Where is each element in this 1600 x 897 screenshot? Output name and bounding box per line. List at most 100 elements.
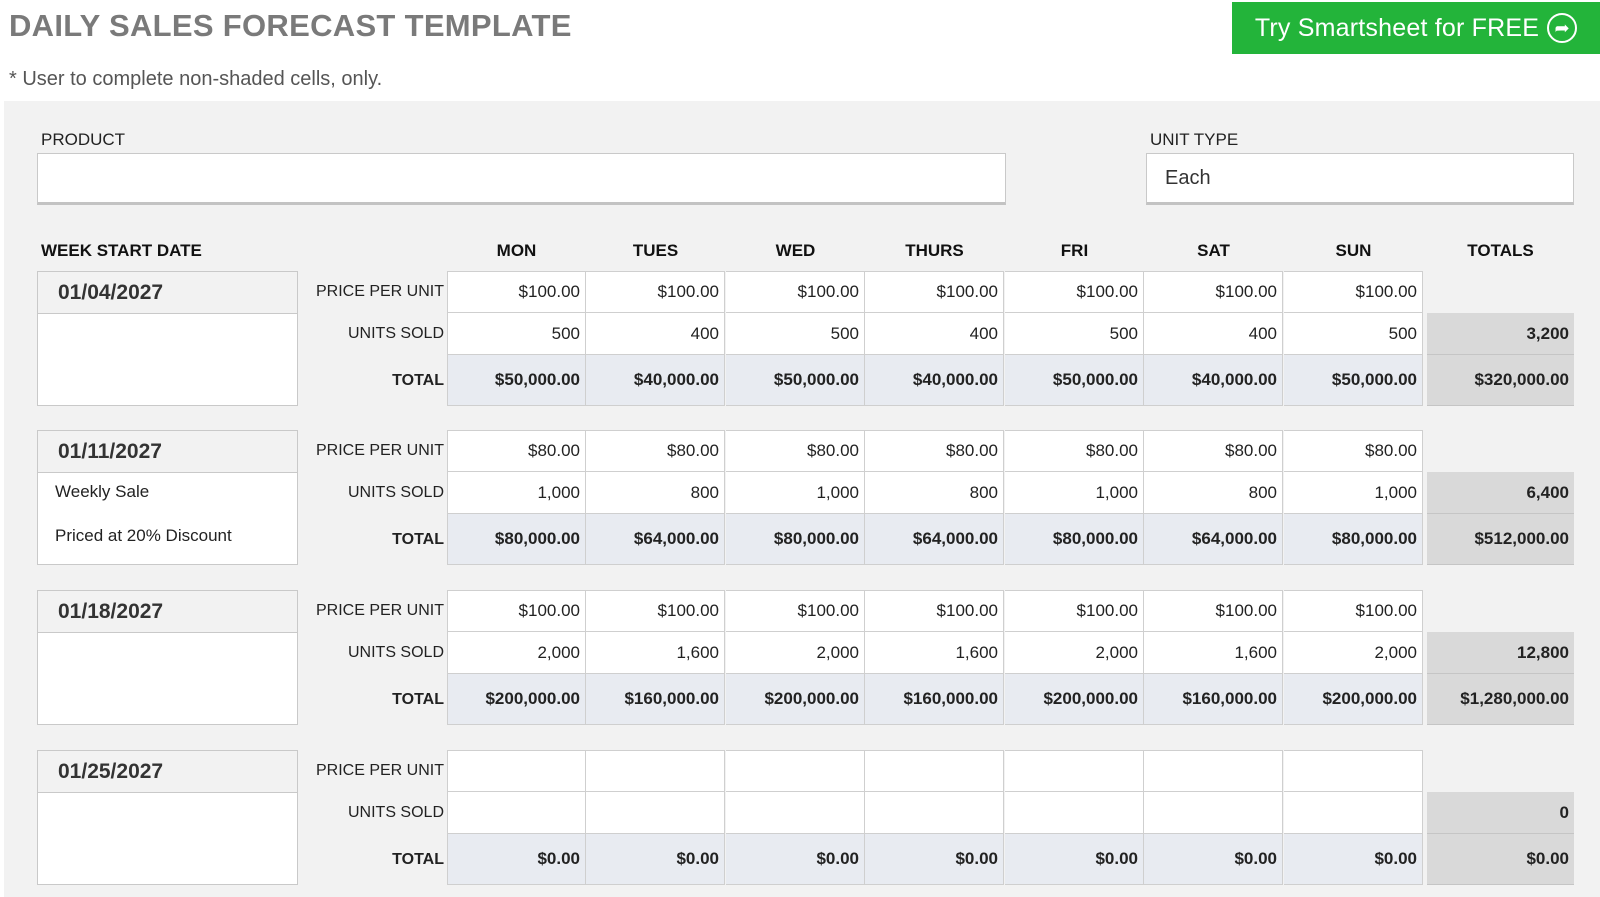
daily-total-cell: $40,000.00: [1144, 355, 1283, 406]
daily-total-cell: $0.00: [726, 834, 865, 885]
row-label-price: PRICE PER UNIT: [315, 762, 444, 779]
daily-total-cell: $50,000.00: [447, 355, 586, 406]
units-sold-input[interactable]: [726, 792, 865, 834]
units-sold-total: 3,200: [1427, 313, 1574, 355]
daily-total-cell: $64,000.00: [586, 514, 725, 565]
daily-total-cell: $200,000.00: [726, 674, 865, 725]
price-per-unit-input[interactable]: [1005, 750, 1144, 792]
week-start-date: 01/25/2027: [38, 751, 297, 793]
price-per-unit-input[interactable]: [1284, 750, 1423, 792]
daily-total-cell: $0.00: [1284, 834, 1423, 885]
week-note-line: Priced at 20% Discount: [55, 526, 232, 545]
price-per-unit-input[interactable]: $100.00: [865, 590, 1004, 632]
units-sold-input[interactable]: 1,000: [1005, 472, 1144, 514]
weekly-grand-total: $320,000.00: [1427, 355, 1574, 406]
week-start-header: WEEK START DATE: [41, 241, 202, 260]
price-per-unit-input[interactable]: $100.00: [586, 590, 725, 632]
row-label-total: TOTAL: [392, 530, 444, 548]
totals-header: TOTALS: [1467, 241, 1534, 260]
instructions-note: * User to complete non-shaded cells, onl…: [9, 68, 383, 90]
price-per-unit-input[interactable]: $100.00: [726, 590, 865, 632]
daily-total-cell: $80,000.00: [726, 514, 865, 565]
units-sold-input[interactable]: 500: [447, 313, 586, 355]
arrow-circle-icon: ➦: [1547, 13, 1578, 43]
price-per-unit-input[interactable]: $80.00: [726, 430, 865, 472]
price-per-unit-input[interactable]: $100.00: [1005, 590, 1144, 632]
units-sold-input[interactable]: 1,600: [865, 632, 1004, 674]
row-label-price: PRICE PER UNIT: [315, 602, 444, 619]
unit-type-input[interactable]: Each: [1146, 153, 1574, 205]
units-sold-input[interactable]: 1,000: [726, 472, 865, 514]
try-smartsheet-button[interactable]: Try Smartsheet for FREE ➦: [1232, 2, 1600, 54]
units-sold-input[interactable]: [1144, 792, 1283, 834]
cta-label: Try Smartsheet for FREE: [1254, 13, 1540, 42]
price-per-unit-input[interactable]: $80.00: [447, 430, 586, 472]
price-per-unit-input[interactable]: $80.00: [1284, 430, 1423, 472]
price-per-unit-input[interactable]: $80.00: [586, 430, 725, 472]
units-sold-input[interactable]: 400: [865, 313, 1004, 355]
price-per-unit-input[interactable]: $80.00: [1144, 430, 1283, 472]
week-notes-input[interactable]: Weekly Sale Priced at 20% Discount: [38, 473, 297, 581]
row-label-total: TOTAL: [392, 371, 444, 389]
price-per-unit-input[interactable]: $100.00: [726, 271, 865, 313]
daily-total-cell: $50,000.00: [1284, 355, 1423, 406]
daily-total-cell: $0.00: [865, 834, 1004, 885]
price-per-unit-input[interactable]: [447, 750, 586, 792]
units-sold-input[interactable]: 400: [1144, 313, 1283, 355]
daily-total-cell: $200,000.00: [1005, 674, 1144, 725]
price-per-unit-input[interactable]: $80.00: [1005, 430, 1144, 472]
weekly-grand-total: $0.00: [1427, 834, 1574, 885]
units-sold-input[interactable]: 1,000: [447, 472, 586, 514]
units-sold-input[interactable]: 2,000: [1284, 632, 1423, 674]
units-sold-input[interactable]: [1005, 792, 1144, 834]
row-label-price: PRICE PER UNIT: [315, 283, 444, 300]
price-per-unit-input[interactable]: $80.00: [865, 430, 1004, 472]
price-per-unit-input[interactable]: [1144, 750, 1283, 792]
row-label-total: TOTAL: [392, 690, 444, 708]
daily-total-cell: $80,000.00: [447, 514, 586, 565]
units-sold-input[interactable]: [586, 792, 725, 834]
daily-total-cell: $40,000.00: [865, 355, 1004, 406]
price-per-unit-input[interactable]: [865, 750, 1004, 792]
price-per-unit-input[interactable]: [726, 750, 865, 792]
weekly-grand-total: $1,280,000.00: [1427, 674, 1574, 725]
daily-total-cell: $50,000.00: [1005, 355, 1144, 406]
units-sold-input[interactable]: 800: [586, 472, 725, 514]
price-per-unit-input[interactable]: $100.00: [1144, 271, 1283, 313]
price-per-unit-input[interactable]: $100.00: [1284, 590, 1423, 632]
price-per-unit-input[interactable]: $100.00: [865, 271, 1004, 313]
daily-total-cell: $0.00: [1144, 834, 1283, 885]
daily-total-cell: $0.00: [447, 834, 586, 885]
price-per-unit-input[interactable]: [586, 750, 725, 792]
product-input[interactable]: [37, 153, 1006, 205]
units-sold-input[interactable]: 500: [1005, 313, 1144, 355]
daily-total-cell: $50,000.00: [726, 355, 865, 406]
price-per-unit-input[interactable]: $100.00: [447, 590, 586, 632]
price-per-unit-input[interactable]: $100.00: [447, 271, 586, 313]
price-per-unit-input[interactable]: $100.00: [1144, 590, 1283, 632]
units-sold-input[interactable]: 1,600: [586, 632, 725, 674]
units-sold-input[interactable]: [1284, 792, 1423, 834]
daily-total-cell: $160,000.00: [865, 674, 1004, 725]
row-label-total: TOTAL: [392, 850, 444, 868]
units-sold-input[interactable]: 2,000: [1005, 632, 1144, 674]
weekly-grand-total: $512,000.00: [1427, 514, 1574, 565]
units-sold-input[interactable]: 2,000: [726, 632, 865, 674]
price-per-unit-input[interactable]: $100.00: [1005, 271, 1144, 313]
row-label-units: UNITS SOLD: [347, 484, 444, 501]
price-per-unit-input[interactable]: $100.00: [1284, 271, 1423, 313]
price-per-unit-input[interactable]: $100.00: [586, 271, 725, 313]
units-sold-input[interactable]: 500: [726, 313, 865, 355]
units-sold-input[interactable]: 500: [1284, 313, 1423, 355]
units-sold-input[interactable]: 800: [1144, 472, 1283, 514]
units-sold-input[interactable]: 1,000: [1284, 472, 1423, 514]
units-sold-input[interactable]: 1,600: [1144, 632, 1283, 674]
row-label-price: PRICE PER UNIT: [315, 442, 444, 459]
week-block: 01/04/2027: [37, 271, 298, 406]
units-sold-input[interactable]: 800: [865, 472, 1004, 514]
units-sold-input[interactable]: 400: [586, 313, 725, 355]
daily-total-cell: $64,000.00: [865, 514, 1004, 565]
units-sold-input[interactable]: [865, 792, 1004, 834]
units-sold-input[interactable]: 2,000: [447, 632, 586, 674]
units-sold-input[interactable]: [447, 792, 586, 834]
